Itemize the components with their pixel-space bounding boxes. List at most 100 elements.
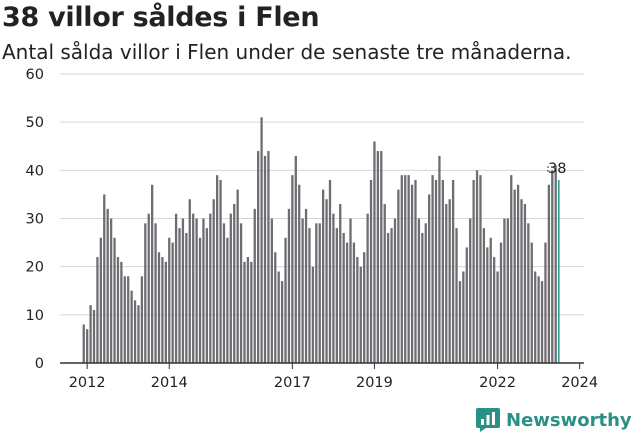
bar [434, 179, 438, 363]
bar [298, 184, 301, 363]
bar [400, 175, 403, 363]
bar [267, 151, 270, 363]
bar [359, 266, 362, 363]
bar [188, 199, 191, 363]
bar [380, 151, 383, 363]
bar [274, 252, 277, 363]
bar [287, 208, 291, 363]
bar [540, 281, 544, 363]
bar [205, 228, 209, 363]
newsworthy-logo[interactable]: Newsworthy [476, 408, 631, 432]
bar [479, 175, 482, 363]
bar [407, 175, 410, 363]
bar [462, 271, 465, 363]
bar [397, 189, 400, 363]
bar [404, 175, 407, 363]
bar [318, 223, 321, 363]
bar [530, 242, 533, 363]
bar-highlight [557, 179, 560, 363]
chart-subtitle: Antal sålda villor i Flen under de senas… [2, 40, 572, 64]
bar [116, 257, 120, 363]
annotation-label: 38 [548, 161, 566, 177]
bar [455, 228, 458, 363]
bar [157, 252, 161, 363]
bar [472, 179, 475, 363]
bar [202, 218, 205, 363]
bar [486, 247, 489, 363]
y-tick-label: 10 [26, 308, 44, 324]
bar [209, 213, 212, 363]
bar [311, 266, 315, 363]
bar [410, 184, 414, 363]
y-tick-label: 0 [35, 356, 44, 372]
y-axis-ticks: 0 10 20 30 40 50 60 [26, 67, 44, 372]
bar [133, 300, 137, 363]
brand-name: Newsworthy [506, 409, 631, 431]
bar [99, 237, 102, 363]
bar [544, 242, 547, 363]
bar [424, 223, 427, 363]
bar [308, 228, 311, 363]
x-tick-label: 2014 [151, 375, 188, 391]
bar [120, 261, 123, 363]
bar [250, 261, 253, 363]
bar [82, 324, 85, 363]
x-tick-label: 2012 [69, 375, 106, 391]
x-tick-label: 2024 [561, 375, 598, 391]
bar [554, 165, 557, 363]
bar [263, 155, 267, 363]
bar [322, 189, 325, 363]
bar [513, 189, 516, 363]
bar [294, 155, 297, 363]
bar [164, 261, 167, 363]
bar [534, 271, 537, 363]
bar [551, 170, 554, 363]
bar [352, 242, 356, 363]
bar [168, 237, 171, 363]
bar [151, 184, 154, 363]
bar [92, 310, 96, 363]
bar [489, 237, 492, 363]
bar [212, 199, 215, 363]
bar [496, 271, 499, 363]
bar [465, 247, 468, 363]
bar [253, 208, 256, 363]
bar [414, 179, 417, 363]
x-tick-label: 2022 [479, 375, 516, 391]
bar [195, 218, 198, 363]
bar [547, 184, 551, 363]
bar [215, 175, 219, 363]
bar [482, 228, 486, 363]
bar [140, 276, 144, 363]
bar [339, 204, 342, 363]
bar [127, 276, 130, 363]
bar [113, 237, 116, 363]
x-tick-label: 2019 [356, 375, 393, 391]
bar [356, 257, 359, 363]
bar [144, 223, 147, 363]
bar [520, 199, 523, 363]
bar [284, 237, 287, 363]
y-tick-label: 50 [26, 115, 44, 131]
bar [137, 305, 140, 363]
bar [181, 218, 185, 363]
bar [161, 257, 164, 363]
bar [523, 204, 527, 363]
bar [537, 276, 540, 363]
bar [198, 237, 202, 363]
bar [349, 218, 352, 363]
y-tick-label: 30 [26, 212, 44, 228]
bar [277, 271, 280, 363]
bar [376, 151, 380, 363]
bar [246, 257, 250, 363]
y-tick-label: 40 [26, 163, 44, 179]
bar [147, 213, 150, 363]
bar [226, 237, 229, 363]
x-axis-ticks: 2012 2014 2017 2019 2022 2024 [69, 363, 598, 391]
bar [441, 179, 444, 363]
bar [123, 276, 126, 363]
bar [260, 117, 263, 363]
bar [332, 213, 335, 363]
bar [185, 232, 188, 363]
